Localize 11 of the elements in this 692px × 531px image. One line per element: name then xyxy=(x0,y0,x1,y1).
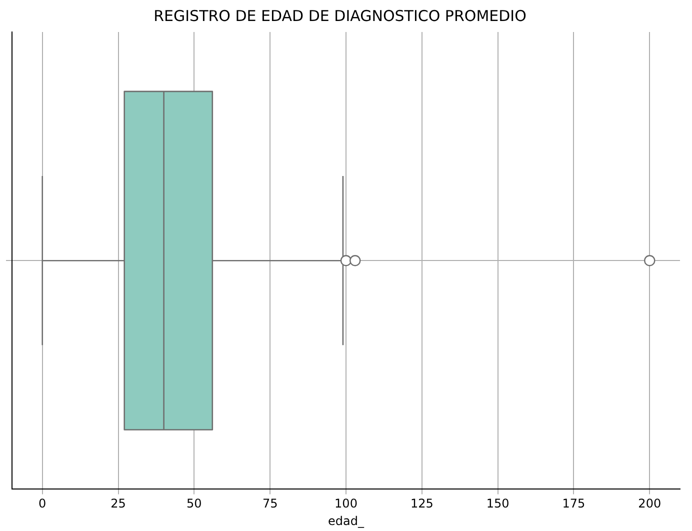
x-tick-label: 100 xyxy=(334,496,358,511)
x-tick-label: 150 xyxy=(486,496,510,511)
x-tick-label: 125 xyxy=(410,496,434,511)
x-tick-label: 175 xyxy=(562,496,586,511)
chart-title: REGISTRO DE EDAD DE DIAGNOSTICO PROMEDIO xyxy=(154,6,526,25)
x-tick-label: 0 xyxy=(38,496,46,511)
x-tick-label: 25 xyxy=(110,496,126,511)
x-tick-label: 75 xyxy=(262,496,278,511)
x-tick-label: 50 xyxy=(186,496,202,511)
x-tick-label: 200 xyxy=(638,496,662,511)
x-axis-title: edad_ xyxy=(328,514,365,528)
